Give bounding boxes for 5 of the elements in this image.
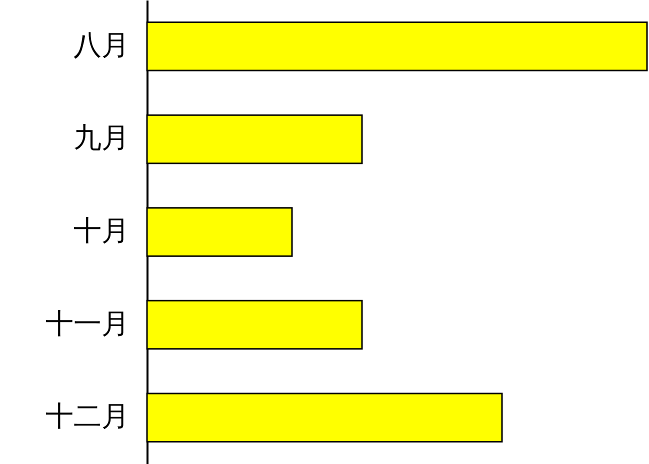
y-tick-label: 九月 — [74, 123, 130, 154]
y-tick-label: 十二月 — [46, 402, 130, 433]
y-tick-label: 十一月 — [46, 308, 130, 340]
y-tick-label: 十月 — [74, 216, 130, 247]
y-tick-label: 八月 — [74, 30, 130, 62]
